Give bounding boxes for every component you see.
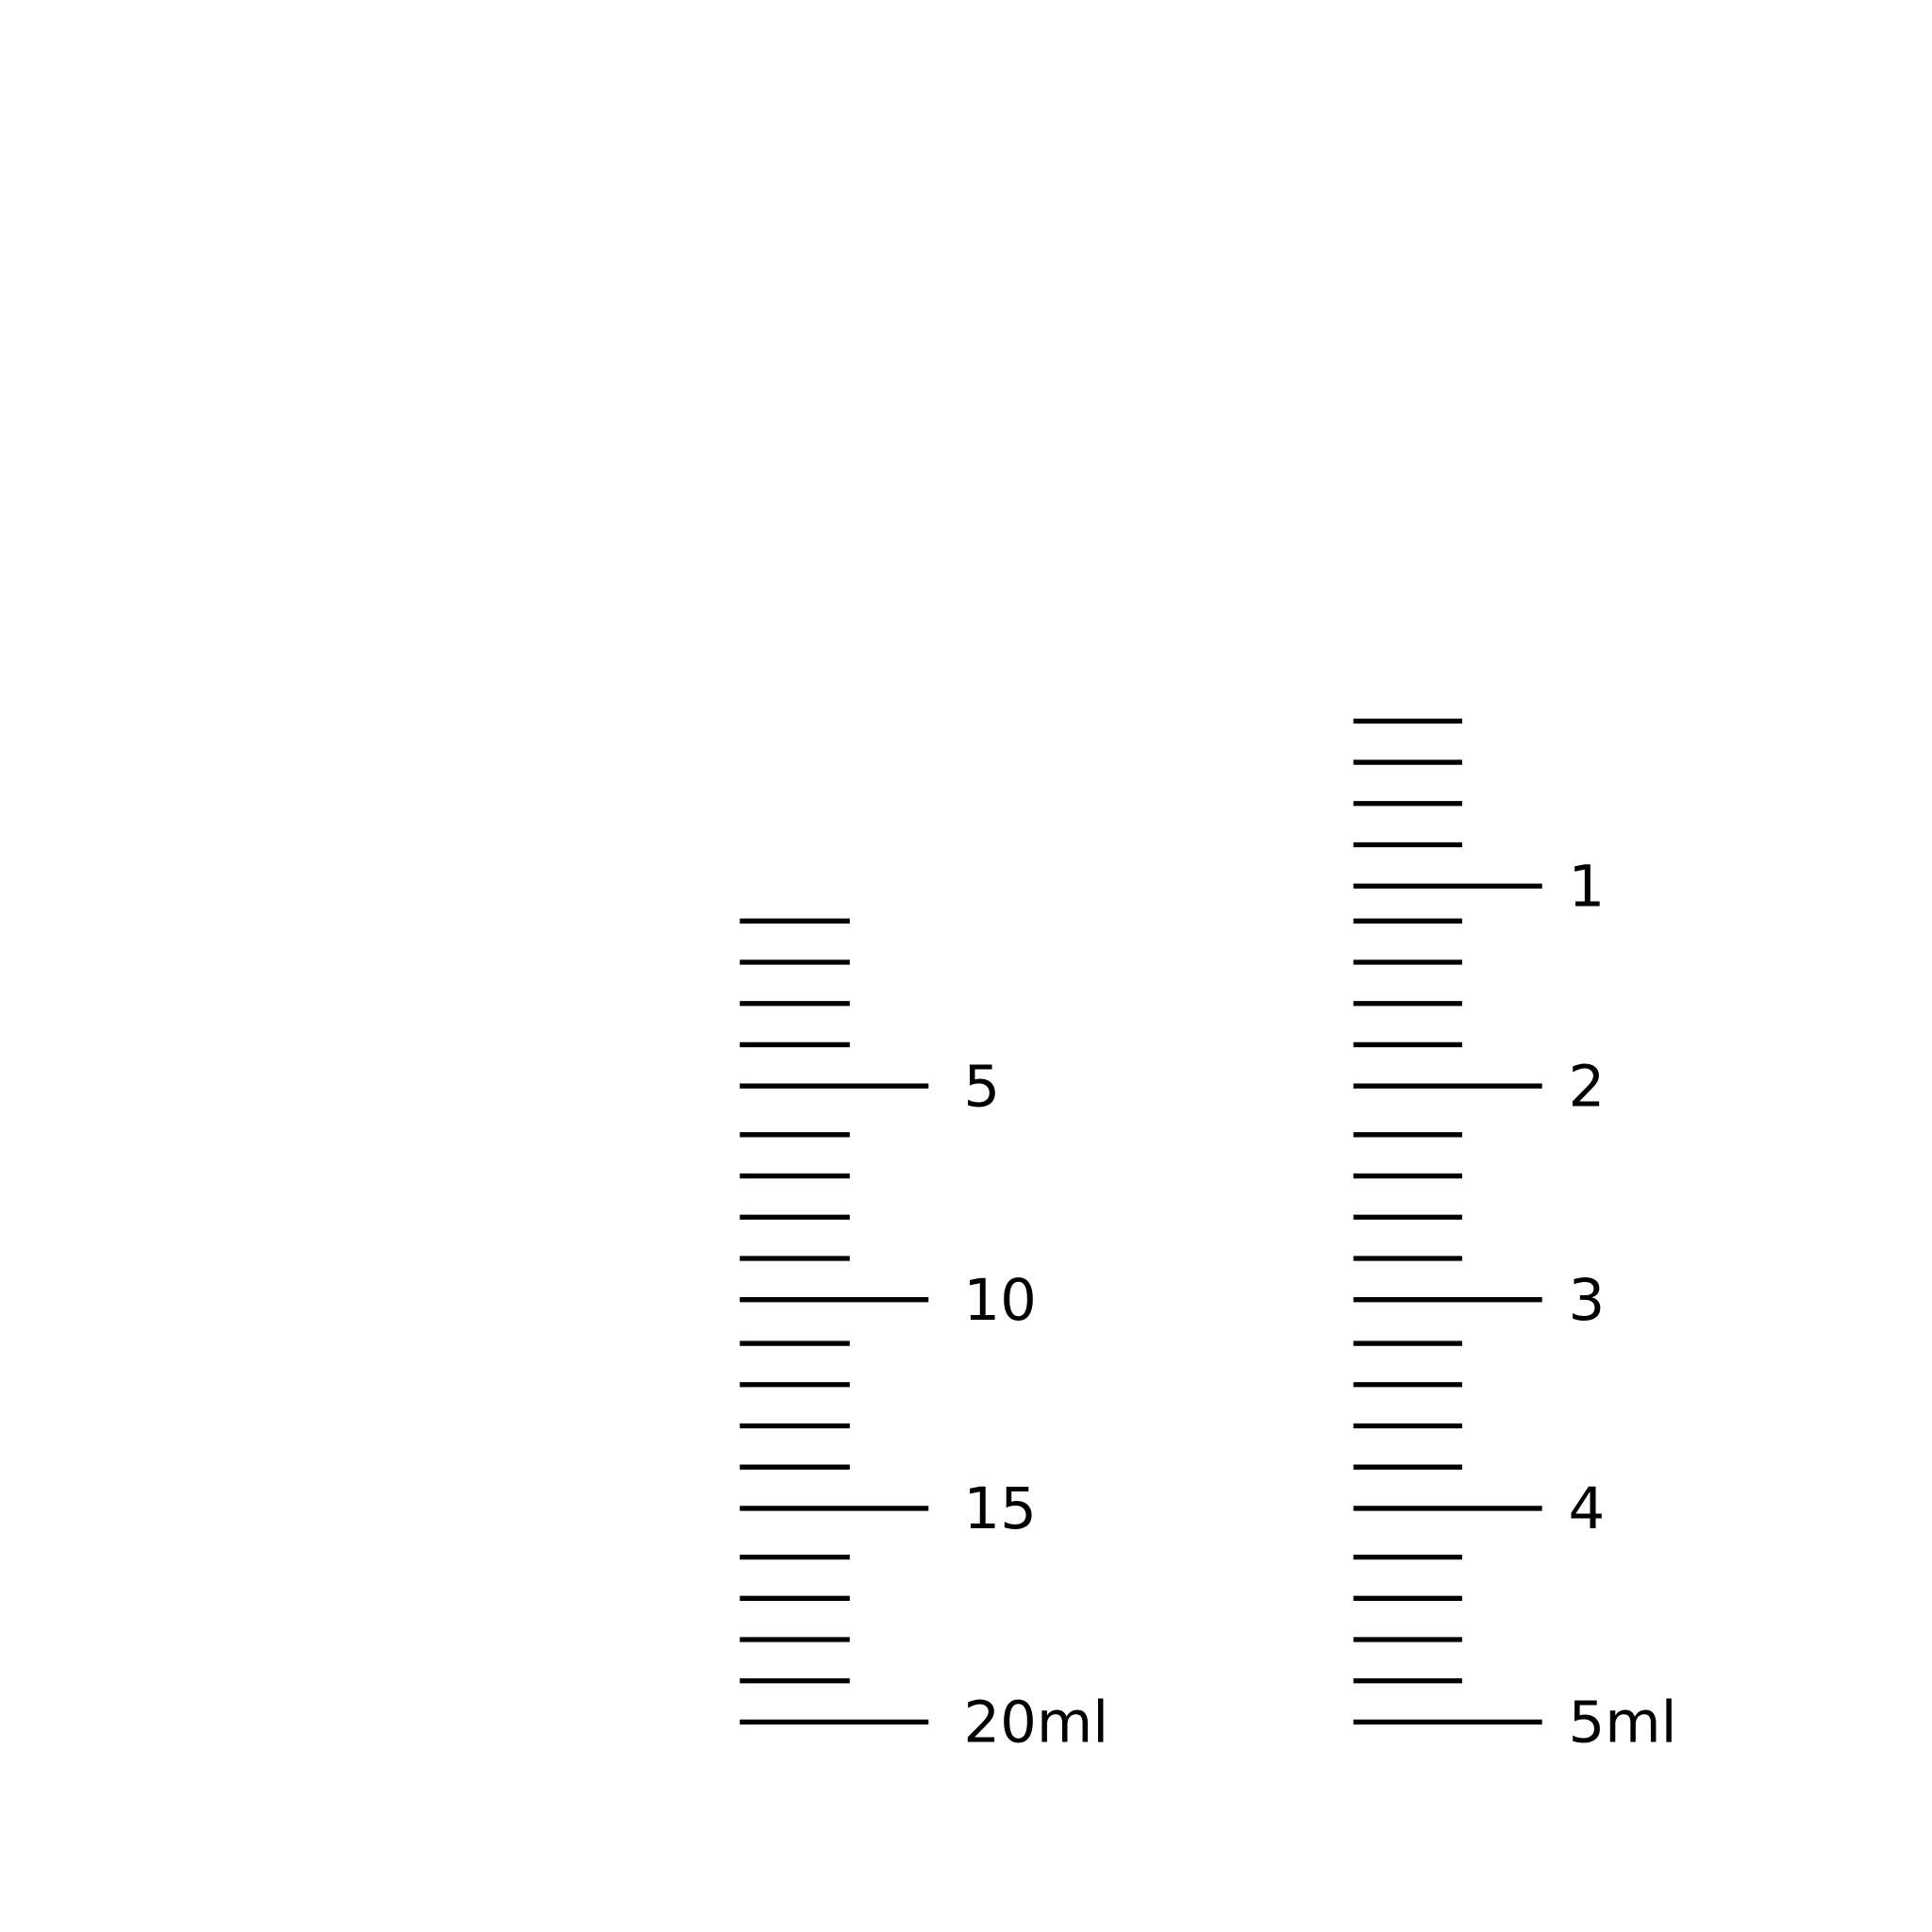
tick-label: 5ml xyxy=(1569,1690,1677,1757)
tick-label: 5 xyxy=(963,1053,1000,1120)
tick-label: 20ml xyxy=(963,1690,1108,1757)
tick-label: 10 xyxy=(963,1267,1037,1334)
tick-label: 15 xyxy=(963,1475,1037,1542)
syringe-scale-20ml: 5 10 15 20ml xyxy=(740,918,1108,1757)
tick-label: 2 xyxy=(1569,1053,1606,1120)
tick-label: 3 xyxy=(1569,1267,1606,1334)
syringe-scale-5ml: 1 2 3 4 5ml xyxy=(1353,718,1677,1757)
tick-label: 4 xyxy=(1569,1475,1606,1542)
tick-label: 1 xyxy=(1569,853,1606,920)
